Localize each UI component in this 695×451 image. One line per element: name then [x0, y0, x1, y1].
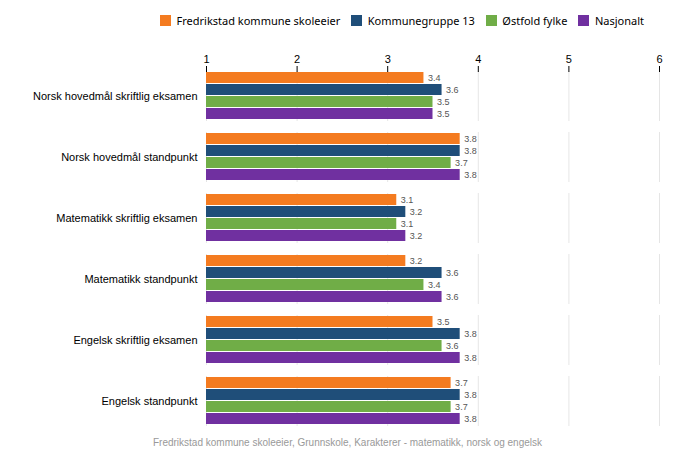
svg-text:3.7: 3.7: [455, 157, 468, 167]
svg-text:3.5: 3.5: [437, 108, 450, 118]
svg-text:Norsk hovedmål skriftlig eksam: Norsk hovedmål skriftlig eksamen: [33, 90, 197, 102]
svg-text:3.6: 3.6: [446, 84, 459, 94]
svg-text:3.4: 3.4: [428, 72, 441, 82]
svg-text:Engelsk skriftlig eksamen: Engelsk skriftlig eksamen: [73, 334, 197, 346]
svg-text:2: 2: [294, 52, 300, 64]
svg-text:4: 4: [475, 52, 481, 64]
svg-text:3.8: 3.8: [464, 169, 477, 179]
svg-text:3.1: 3.1: [401, 218, 414, 228]
svg-text:Engelsk standpunkt: Engelsk standpunkt: [101, 395, 197, 407]
svg-text:3.8: 3.8: [464, 389, 477, 399]
svg-text:3.6: 3.6: [446, 340, 459, 350]
svg-text:3.6: 3.6: [446, 267, 459, 277]
svg-text:3.8: 3.8: [464, 133, 477, 143]
svg-text:3.2: 3.2: [410, 255, 423, 265]
svg-text:3.1: 3.1: [401, 194, 414, 204]
svg-text:3.6: 3.6: [446, 291, 459, 301]
html-text:Fredrikstad kommune skoleeier,: Fredrikstad kommune skoleeier, Grunnskol…: [153, 436, 542, 448]
svg-text:3.4: 3.4: [428, 279, 441, 289]
svg-text:3.5: 3.5: [437, 316, 450, 326]
html-text:Nasjonalt: Nasjonalt: [594, 13, 644, 28]
html-text:Kommunegruppe 13: Kommunegruppe 13: [367, 13, 475, 28]
svg-text:3: 3: [385, 52, 391, 64]
svg-text:3.7: 3.7: [455, 401, 468, 411]
svg-text:6: 6: [656, 52, 662, 64]
svg-text:Norsk hovedmål standpunkt: Norsk hovedmål standpunkt: [61, 151, 197, 163]
svg-text:5: 5: [566, 52, 572, 64]
svg-text:1: 1: [203, 52, 209, 64]
svg-text:3.5: 3.5: [437, 96, 450, 106]
svg-text:3.2: 3.2: [410, 230, 423, 240]
html-text:Fredrikstad kommune skoleeier: Fredrikstad kommune skoleeier: [176, 13, 341, 28]
svg-text:Matematikk skriftlig eksamen: Matematikk skriftlig eksamen: [56, 212, 197, 224]
svg-text:3.8: 3.8: [464, 352, 477, 362]
svg-text:3.8: 3.8: [464, 413, 477, 423]
svg-text:Matematikk standpunkt: Matematikk standpunkt: [84, 273, 197, 285]
svg-text:3.8: 3.8: [464, 328, 477, 338]
html-text:Østfold fylke: Østfold fylke: [502, 13, 568, 28]
svg-text:3.8: 3.8: [464, 145, 477, 155]
svg-text:3.2: 3.2: [410, 206, 423, 216]
svg-text:3.7: 3.7: [455, 377, 468, 387]
